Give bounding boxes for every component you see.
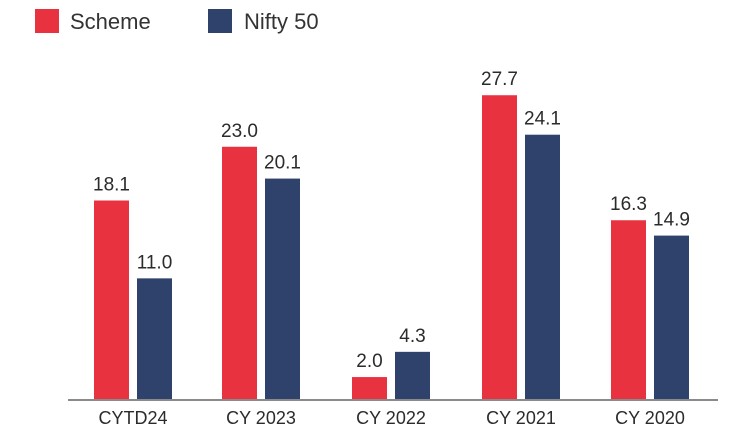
- legend-label-nifty-50: Nifty 50: [244, 9, 319, 34]
- tick-label-cy-2023: CY 2023: [226, 408, 296, 428]
- value-label-nifty-50-cytd24: 11.0: [137, 252, 173, 273]
- x-axis-tick-labels: CYTD24 CY 2023 CY 2022 CY 2021 CY 2020: [98, 408, 684, 428]
- value-label-nifty-50-cy-2022: 4.3: [399, 326, 425, 347]
- value-labels-group: 18.1 11.0 23.0 20.1 2.0 4.3 27.7 24.1 16.3 14.9: [93, 69, 690, 372]
- bar-nifty-50-cy-2022: [395, 351, 430, 399]
- value-label-scheme-cy-2023: 23.0: [221, 121, 258, 142]
- bar-nifty-50-cytd24: [137, 278, 172, 399]
- legend: Scheme Nifty 50: [35, 9, 319, 34]
- value-label-nifty-50-cy-2021: 24.1: [524, 109, 561, 130]
- legend-swatch-nifty-50: [208, 9, 232, 33]
- legend-label-scheme: Scheme: [70, 9, 151, 34]
- bar-nifty-50-cy-2023: [265, 178, 300, 399]
- legend-swatch-scheme: [35, 9, 59, 33]
- bar-scheme-cy-2023: [222, 146, 257, 399]
- value-label-scheme-cytd24: 18.1: [93, 175, 130, 196]
- value-label-scheme-cy-2021: 27.7: [481, 69, 518, 90]
- value-label-scheme-cy-2022: 2.0: [356, 351, 382, 372]
- value-label-nifty-50-cy-2020: 14.9: [653, 210, 690, 231]
- bar-nifty-50-cy-2021: [525, 134, 560, 399]
- value-label-nifty-50-cy-2023: 20.1: [264, 153, 301, 174]
- tick-label-cy-2021: CY 2021: [486, 408, 556, 428]
- bar-nifty-50-cy-2020: [654, 235, 689, 399]
- bar-scheme-cy-2020: [611, 220, 646, 399]
- bar-scheme-cytd24: [94, 200, 129, 399]
- tick-label-cytd24: CYTD24: [98, 408, 167, 428]
- bar-scheme-cy-2021: [482, 95, 517, 400]
- value-label-scheme-cy-2020: 16.3: [610, 194, 647, 215]
- tick-label-cy-2022: CY 2022: [356, 408, 426, 428]
- tick-label-cy-2020: CY 2020: [615, 408, 685, 428]
- bar-scheme-cy-2022: [352, 377, 387, 399]
- bars-group: [94, 95, 689, 400]
